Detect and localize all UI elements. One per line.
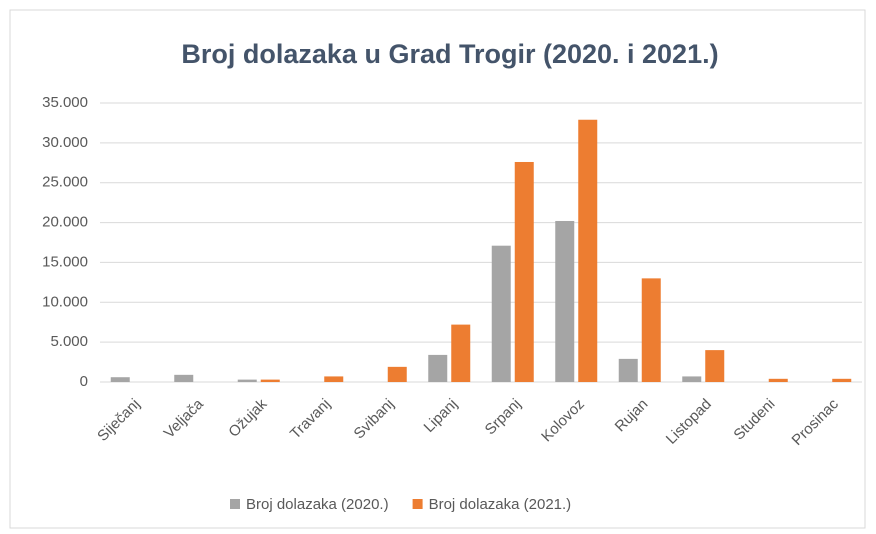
bar <box>682 376 702 382</box>
bar <box>578 119 598 383</box>
bar <box>641 278 661 382</box>
bar <box>832 378 852 382</box>
bar <box>768 378 788 382</box>
bar <box>618 358 638 382</box>
bar <box>705 350 725 382</box>
y-tick-label: 10.000 <box>42 293 88 310</box>
y-tick-label: 0 <box>80 373 88 390</box>
bar <box>387 366 407 382</box>
bar <box>260 379 280 382</box>
bar <box>110 377 130 382</box>
y-tick-label: 20.000 <box>42 214 88 231</box>
y-tick-label: 25.000 <box>42 174 88 191</box>
legend-swatch <box>412 499 423 509</box>
bar <box>324 376 344 382</box>
bar <box>428 354 448 382</box>
legend-label: Broj dolazaka (2020.) <box>246 496 389 513</box>
bar <box>491 245 511 382</box>
bar <box>555 220 575 382</box>
y-tick-label: 15.000 <box>42 253 88 270</box>
bar <box>174 374 194 382</box>
bar <box>451 324 471 382</box>
chart-title: Broj dolazaka u Grad Trogir (2020. i 202… <box>181 39 718 69</box>
y-tick-label: 5.000 <box>50 333 88 350</box>
y-tick-label: 30.000 <box>42 134 88 151</box>
legend-swatch <box>230 499 240 509</box>
y-tick-label: 35.000 <box>42 94 88 111</box>
chart-frame <box>9 9 866 529</box>
legend-label: Broj dolazaka (2021.) <box>429 496 572 513</box>
bar <box>237 379 257 382</box>
bar <box>514 161 534 382</box>
